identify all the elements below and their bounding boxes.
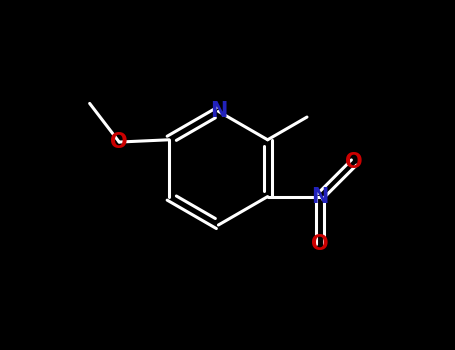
Text: O: O [111, 132, 128, 152]
Text: O: O [311, 234, 329, 254]
Text: N: N [311, 187, 329, 206]
Text: N: N [210, 102, 227, 121]
Text: O: O [345, 153, 363, 173]
